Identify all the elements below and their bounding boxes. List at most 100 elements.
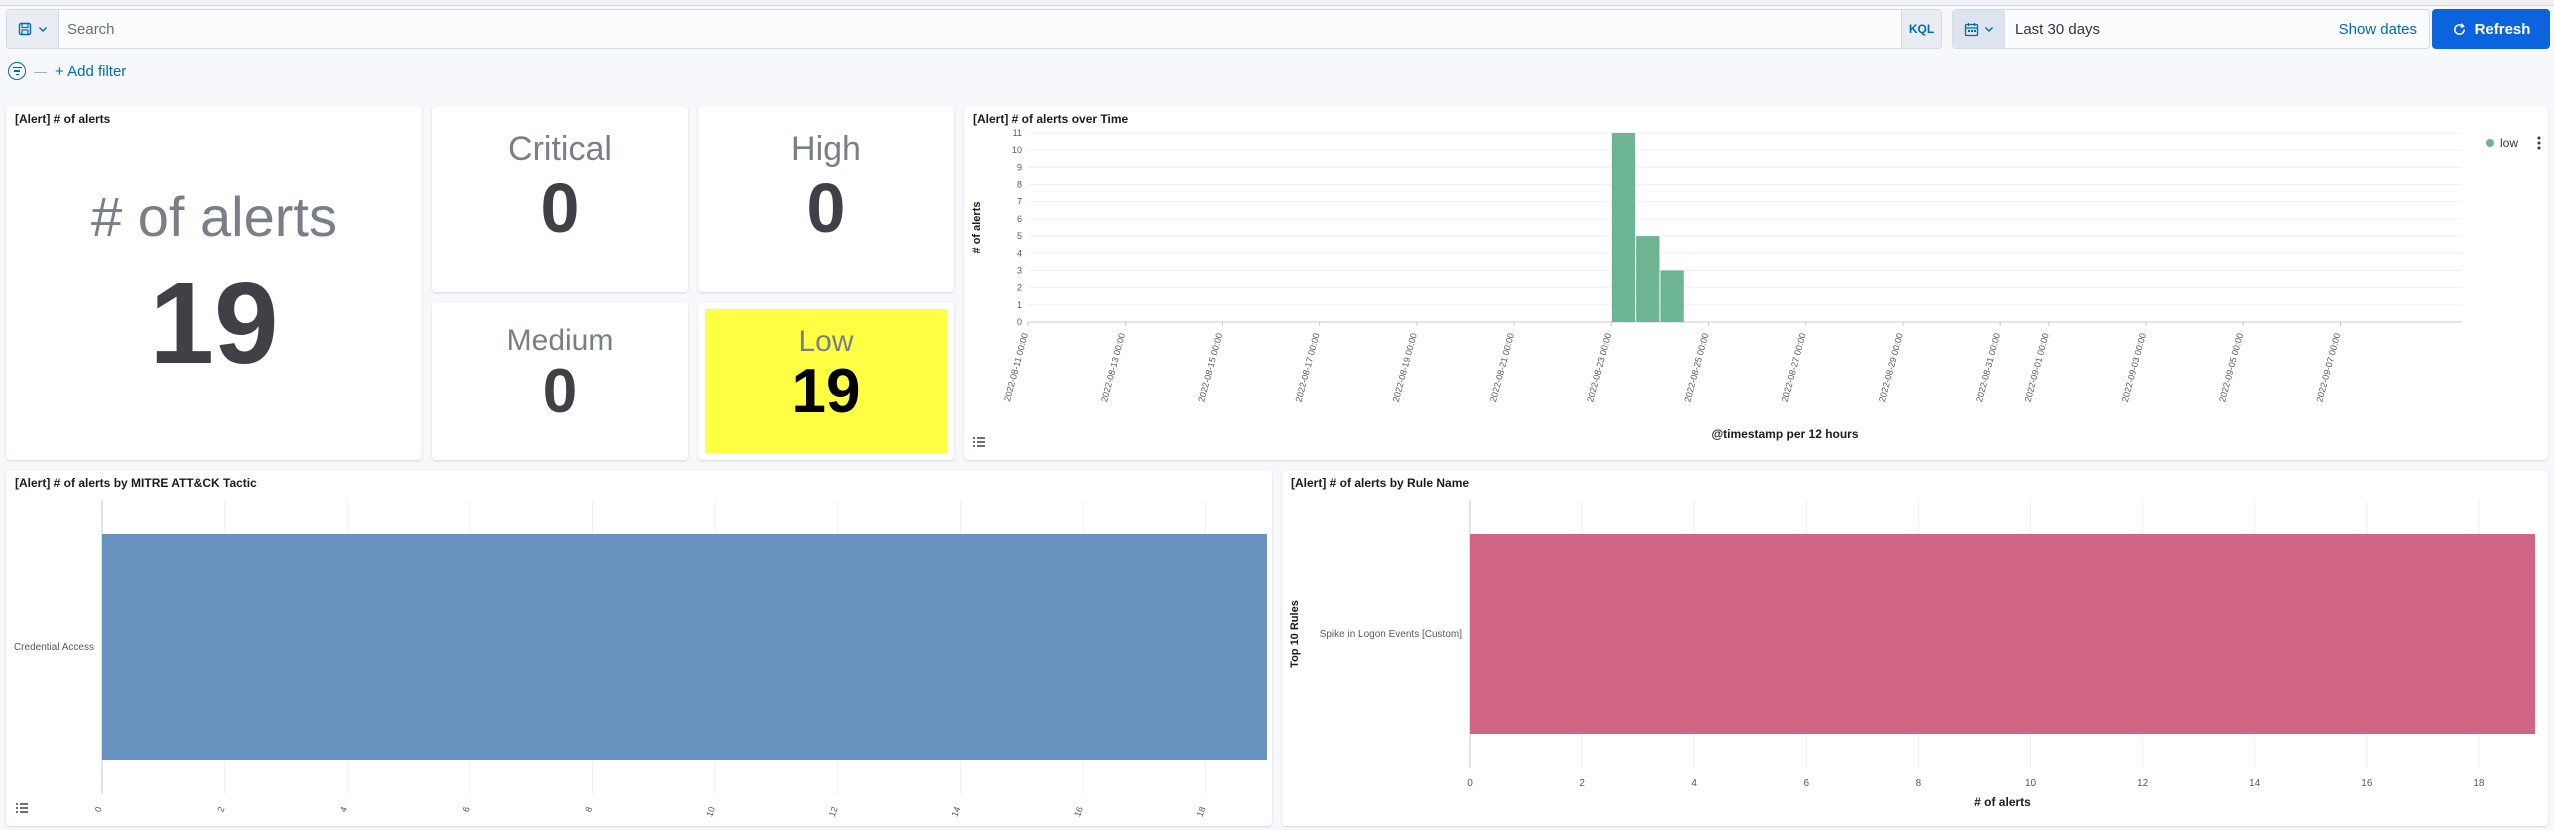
- y-tick-label: 5: [1017, 231, 1022, 241]
- date-range-text[interactable]: Last 30 days: [2015, 21, 2101, 38]
- chevron-down-icon: [38, 27, 47, 32]
- query-bar: KQL: [6, 9, 1942, 49]
- x-tick-label: 2022-08-19 00:00: [1391, 332, 1419, 403]
- x-tick-label: 18: [1195, 805, 1208, 818]
- x-tick-label: 4: [1691, 778, 1697, 789]
- x-tick-label: 10: [2025, 778, 2037, 789]
- y-tick-label: 8: [1017, 180, 1022, 190]
- high-panel: High 0: [698, 106, 954, 292]
- x-tick-label: 16: [1072, 805, 1085, 818]
- alerts-by-tactic-panel: [Alert] # of alerts by MITRE ATT&CK Tact…: [6, 470, 1272, 826]
- y-tick-label: 7: [1017, 197, 1022, 207]
- y-axis-title: Top 10 Rules: [1289, 600, 1301, 668]
- alerts-by-rule-panel: [Alert] # of alerts by Rule Name 0 2 4 6 8 10…: [1282, 470, 2548, 826]
- x-tick-label: 14: [2249, 778, 2261, 789]
- category-label: Credential Access: [14, 642, 94, 653]
- x-tick-label: 8: [583, 805, 594, 813]
- low-label: Low: [798, 325, 854, 358]
- alerts-by-tactic-chart: 0 2 4 6 8 10 12 14 16 18 Credential Access: [14, 500, 1267, 818]
- y-tick-label: 9: [1017, 162, 1022, 172]
- low-panel: Low 19: [698, 302, 954, 460]
- x-tick-label: 12: [2137, 778, 2149, 789]
- legend-swatch-low: [2486, 139, 2494, 147]
- x-tick-label: 18: [2473, 778, 2485, 789]
- x-tick-label: 2022-09-07 00:00: [2314, 332, 2342, 403]
- high-label: High: [791, 130, 861, 168]
- critical-value: 0: [540, 169, 580, 247]
- y-tick-label: 1: [1017, 300, 1022, 310]
- medium-value: 0: [542, 357, 578, 426]
- top-strip: [0, 0, 2554, 6]
- x-tick-label: 2022-08-21 00:00: [1488, 332, 1516, 403]
- low-highlight: Low 19: [705, 309, 947, 453]
- x-tick-label: 14: [949, 805, 962, 818]
- legend-toggle-icon[interactable]: [972, 436, 986, 448]
- metric-label: # of alerts: [91, 185, 337, 248]
- panel-title: [Alert] # of alerts: [15, 112, 111, 126]
- bar-low: [1660, 270, 1684, 322]
- quick-menu-button[interactable]: [1953, 10, 2005, 48]
- y-tick-label: 3: [1017, 265, 1022, 275]
- calendar-icon: [1964, 22, 1979, 36]
- x-tick-label: 2: [1579, 778, 1585, 789]
- metric-value: 19: [149, 258, 279, 388]
- search-input[interactable]: [67, 10, 1867, 48]
- x-tick-label: 2022-08-15 00:00: [1196, 332, 1224, 403]
- filter-options-icon[interactable]: [8, 62, 26, 80]
- y-tick-label: 10: [1012, 145, 1022, 155]
- x-tick-label: 2022-08-29 00:00: [1877, 332, 1905, 403]
- x-tick-label: 2022-08-27 00:00: [1780, 332, 1808, 403]
- x-tick-label: 6: [461, 805, 472, 813]
- bar-low: [1636, 236, 1660, 322]
- date-picker[interactable]: Last 30 days Show dates: [1952, 9, 2430, 49]
- y-tick-label: 4: [1017, 248, 1022, 258]
- refresh-button[interactable]: Refresh: [2432, 9, 2550, 49]
- x-tick-label: 2022-08-13 00:00: [1099, 332, 1127, 403]
- saved-queries-button[interactable]: [7, 10, 59, 48]
- x-tick-label: 2022-08-23 00:00: [1585, 332, 1613, 403]
- x-axis-title: @timestamp per 12 hours: [1711, 427, 1858, 441]
- show-dates-link[interactable]: Show dates: [2338, 21, 2417, 38]
- medium-label: Medium: [506, 324, 614, 357]
- panel-title: [Alert] # of alerts over Time: [973, 112, 1129, 126]
- refresh-icon: [2453, 22, 2465, 35]
- y-axis-title: # of alerts: [971, 202, 983, 254]
- panel-title: [Alert] # of alerts by Rule Name: [1291, 476, 1470, 490]
- x-tick-label: 16: [2361, 778, 2373, 789]
- alerts-over-time-panel: [Alert] # of alerts over Time 0 1 2 3 4 5 6 7 8 9…: [964, 106, 2548, 460]
- x-tick-label: 2022-09-01 00:00: [2023, 332, 2051, 403]
- x-tick-label: 8: [1916, 778, 1922, 789]
- x-tick-label: 10: [704, 805, 717, 818]
- x-tick-label: 2022-08-25 00:00: [1682, 332, 1710, 403]
- x-tick-label: 2022-08-11 00:00: [1002, 332, 1030, 403]
- x-tick-label: 12: [827, 805, 840, 818]
- high-value: 0: [806, 169, 846, 247]
- panel-title: [Alert] # of alerts by MITRE ATT&CK Tact…: [15, 476, 257, 490]
- medium-panel: Medium 0: [432, 302, 688, 460]
- x-tick-label: 4: [338, 805, 349, 813]
- x-tick-label: 0: [1467, 778, 1473, 789]
- query-language-button[interactable]: KQL: [1901, 10, 1941, 48]
- options-menu-icon[interactable]: [2536, 136, 2542, 150]
- x-tick-label: 2022-08-31 00:00: [1974, 332, 2002, 403]
- x-tick-label: 2022-09-03 00:00: [2120, 332, 2148, 403]
- legend-label-low: low: [2500, 136, 2518, 150]
- x-tick-label: 2022-08-17 00:00: [1294, 332, 1322, 403]
- x-tick-label: 2: [215, 805, 226, 813]
- x-axis-title: # of alerts: [1974, 795, 2031, 809]
- add-filter-button[interactable]: + Add filter: [55, 62, 127, 80]
- y-tick-label: 11: [1013, 128, 1022, 138]
- x-tick-label: 0: [93, 805, 104, 813]
- bar-low: [1611, 133, 1636, 322]
- alert-count-panel: [Alert] # of alerts # of alerts 19: [6, 106, 422, 460]
- alerts-by-rule-chart: 0 2 4 6 8 10 12 14 16 18 Spike in Logon Events [Cu…: [1289, 500, 2535, 809]
- filter-divider: —: [34, 63, 47, 79]
- refresh-label: Refresh: [2474, 20, 2531, 38]
- critical-panel: Critical 0: [432, 106, 688, 292]
- legend-toggle-icon[interactable]: [15, 802, 29, 814]
- y-tick-label: 0: [1017, 317, 1022, 327]
- bar: [102, 534, 1267, 760]
- y-tick-label: 2: [1017, 283, 1022, 293]
- x-tick-label: 2022-09-05 00:00: [2217, 332, 2245, 403]
- bar: [1470, 534, 2535, 734]
